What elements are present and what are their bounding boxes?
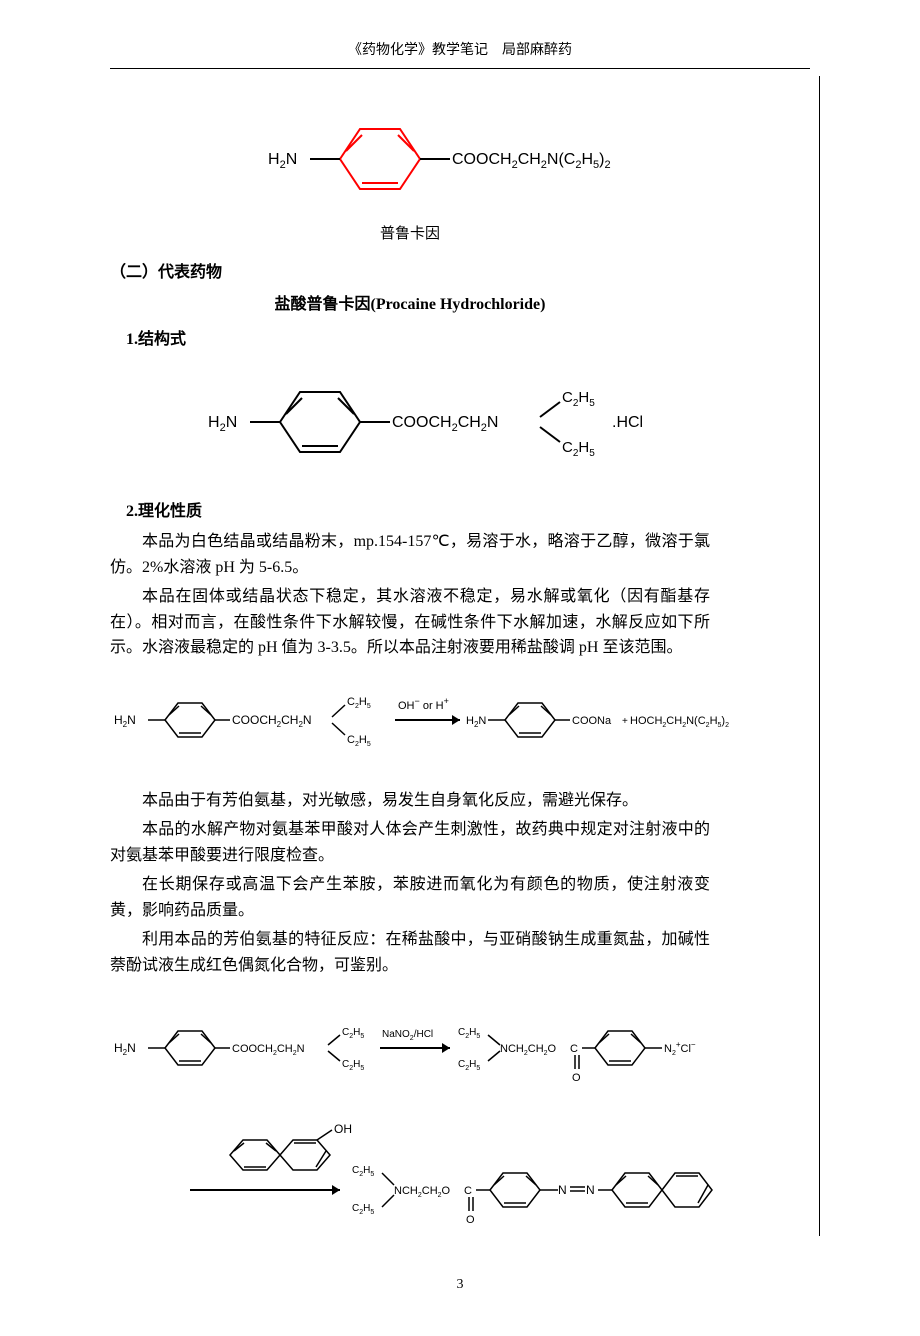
svg-text:N2+Cl−: N2+Cl− <box>664 1040 696 1057</box>
svg-text:O: O <box>572 1072 581 1084</box>
svg-text:NCH2CH2O: NCH2CH2O <box>394 1185 451 1199</box>
svg-text:OH: OH <box>334 1122 352 1136</box>
figure-procaine: H2N COOCH2CH2N(C2H5)2 普鲁卡因 <box>110 109 710 246</box>
svg-text:C2H5: C2H5 <box>352 1165 374 1178</box>
paragraph-1: 本品为白色结晶或结晶粉末，mp.154-157℃，易溶于水，略溶于乙醇，微溶于氯… <box>110 529 710 580</box>
svg-text:H2N: H2N <box>268 151 297 171</box>
content-area: H2N COOCH2CH2N(C2H5)2 普鲁卡因 （二）代表药物 盐酸普鲁卡… <box>110 109 710 1243</box>
svg-text:N: N <box>586 1183 595 1197</box>
svg-text:H2N: H2N <box>466 715 486 729</box>
figure-procaine-hcl: H2N COOCH2CH2N C2H5 C2H5 .HCl <box>110 367 710 486</box>
svg-text:NaNO2/HCl: NaNO2/HCl <box>382 1029 433 1042</box>
svg-text:C2H5: C2H5 <box>562 439 595 459</box>
page-number: 3 <box>110 1274 810 1296</box>
svg-text:C2H5: C2H5 <box>458 1027 480 1040</box>
svg-text:H2N: H2N <box>114 713 136 729</box>
paragraph-5: 在长期保存或高温下会产生苯胺，苯胺进而氧化为有颜色的物质，使注射液变黄，影响药品… <box>110 872 710 923</box>
svg-text:COOCH2CH2N: COOCH2CH2N <box>232 713 312 729</box>
svg-text:COOCH2CH2N: COOCH2CH2N <box>392 414 498 434</box>
svg-text:OH− or H+: OH− or H+ <box>398 696 449 712</box>
svg-text:C2H5: C2H5 <box>347 696 371 710</box>
svg-text:.HCl: .HCl <box>612 414 643 431</box>
section-2-heading: （二）代表药物 <box>110 260 710 286</box>
svg-text:N: N <box>558 1183 567 1197</box>
svg-text:C2H5: C2H5 <box>562 389 595 409</box>
drug-title: 盐酸普鲁卡因(Procaine Hydrochloride) <box>110 292 710 318</box>
svg-text:C2H5: C2H5 <box>458 1059 480 1072</box>
svg-text:COONa: COONa <box>572 715 612 727</box>
svg-text:H2N: H2N <box>208 414 237 434</box>
margin-line <box>819 76 820 1236</box>
page-header: 《药物化学》教学笔记 局部麻醉药 <box>110 40 810 69</box>
heading-structure: 1.结构式 <box>126 327 710 353</box>
reaction-hydrolysis: H2N COOCH2CH2N C2H5 C2H5 OH− or H+ <box>110 675 710 774</box>
svg-text:C: C <box>570 1043 578 1055</box>
svg-text:C2H5: C2H5 <box>342 1059 364 1072</box>
svg-text:COOCH2CH2N(C2H5)2: COOCH2CH2N(C2H5)2 <box>452 151 611 171</box>
paragraph-2: 本品在固体或结晶状态下稳定，其水溶液不稳定，易水解或氧化（因有酯基存在）。相对而… <box>110 584 710 661</box>
svg-text:C2H5: C2H5 <box>342 1027 364 1040</box>
svg-text:C2H5: C2H5 <box>352 1203 374 1216</box>
svg-text:C: C <box>464 1185 472 1197</box>
svg-text:NCH2CH2O: NCH2CH2O <box>500 1043 557 1057</box>
svg-text:+: + <box>622 716 628 727</box>
svg-text:C2H5: C2H5 <box>347 734 371 748</box>
paragraph-4: 本品的水解产物对氨基苯甲酸对人体会产生刺激性，故药典中规定对注射液中的对氨基苯甲… <box>110 817 710 868</box>
svg-text:COOCH2CH2N: COOCH2CH2N <box>232 1043 305 1057</box>
reaction-diazotization: H2N COOCH2CH2N C2H5 C2H5 NaNO2/HCl C2H5 … <box>110 1003 710 1102</box>
svg-text:HOCH2CH2N(C2H5)2: HOCH2CH2N(C2H5)2 <box>630 715 729 729</box>
svg-text:O: O <box>466 1214 475 1226</box>
reaction-coupling: OH C2H5 C2H5 NCH2CH2O C O <box>110 1115 710 1244</box>
heading-properties: 2.理化性质 <box>126 499 710 525</box>
paragraph-6: 利用本品的芳伯氨基的特征反应：在稀盐酸中，与亚硝酸钠生成重氮盐，加碱性萘酚试液生… <box>110 927 710 978</box>
paragraph-3: 本品由于有芳伯氨基，对光敏感，易发生自身氧化反应，需避光保存。 <box>110 788 710 814</box>
svg-text:H2N: H2N <box>114 1041 136 1057</box>
figure-procaine-caption: 普鲁卡因 <box>110 222 710 246</box>
